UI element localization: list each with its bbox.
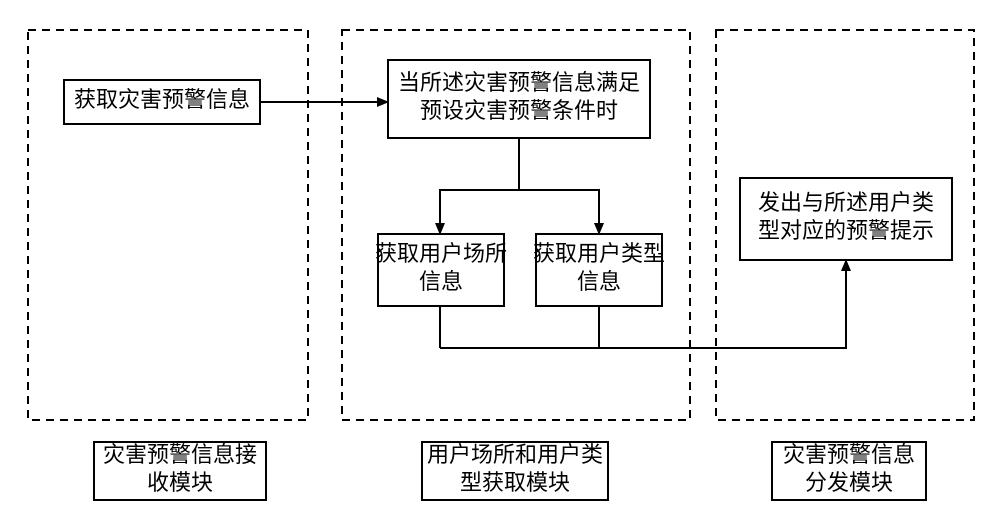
label-acquire-text-line-0: 用户场所和用户类 (427, 442, 603, 467)
node-get-warning-text-line-0: 获取灾害预警信息 (74, 87, 250, 112)
node-get-usertype: 获取用户类型信息 (533, 234, 665, 306)
label-dispatch-text-line-0: 灾害预警信息 (783, 442, 915, 467)
node-get-location: 获取用户场所信息 (375, 234, 507, 306)
node-get-usertype-text-line-0: 获取用户类型 (533, 241, 665, 266)
label-receive: 灾害预警信息接收模块 (94, 442, 266, 500)
node-condition: 当所述灾害预警信息满足预设灾害预警条件时 (388, 60, 650, 138)
nodes-layer: 获取灾害预警信息当所述灾害预警信息满足预设灾害预警条件时获取用户场所信息获取用户… (64, 60, 952, 306)
node-condition-text-line-1: 预设灾害预警条件时 (420, 98, 618, 123)
node-issue-prompt-text-line-1: 型对应的预警提示 (758, 218, 934, 243)
label-acquire: 用户场所和用户类型获取模块 (422, 442, 608, 500)
label-dispatch: 灾害预警信息分发模块 (772, 442, 926, 500)
node-issue-prompt-text-line-0: 发出与所述用户类 (758, 190, 934, 215)
edge-2a (440, 190, 519, 234)
node-get-usertype-text-line-1: 信息 (577, 269, 621, 294)
module-labels-layer: 灾害预警信息接收模块 用户场所和用户类型获取模块 灾害预警信息分发模块 (94, 442, 926, 500)
label-acquire-text-line-1: 型获取模块 (460, 470, 570, 495)
edge-2b (519, 190, 599, 234)
node-get-warning: 获取灾害预警信息 (64, 80, 260, 124)
node-issue-prompt: 发出与所述用户类型对应的预警提示 (740, 178, 952, 260)
node-get-location-text-line-0: 获取用户场所 (375, 241, 507, 266)
node-condition-text-line-0: 当所述灾害预警信息满足 (398, 70, 640, 95)
node-get-location-text-line-1: 信息 (419, 269, 463, 294)
label-receive-text-line-1: 收模块 (147, 470, 213, 495)
flowchart-canvas: 获取灾害预警信息当所述灾害预警信息满足预设灾害预警条件时获取用户场所信息获取用户… (0, 0, 1000, 511)
label-receive-text-line-0: 灾害预警信息接 (103, 442, 257, 467)
label-dispatch-text-line-1: 分发模块 (805, 470, 893, 495)
